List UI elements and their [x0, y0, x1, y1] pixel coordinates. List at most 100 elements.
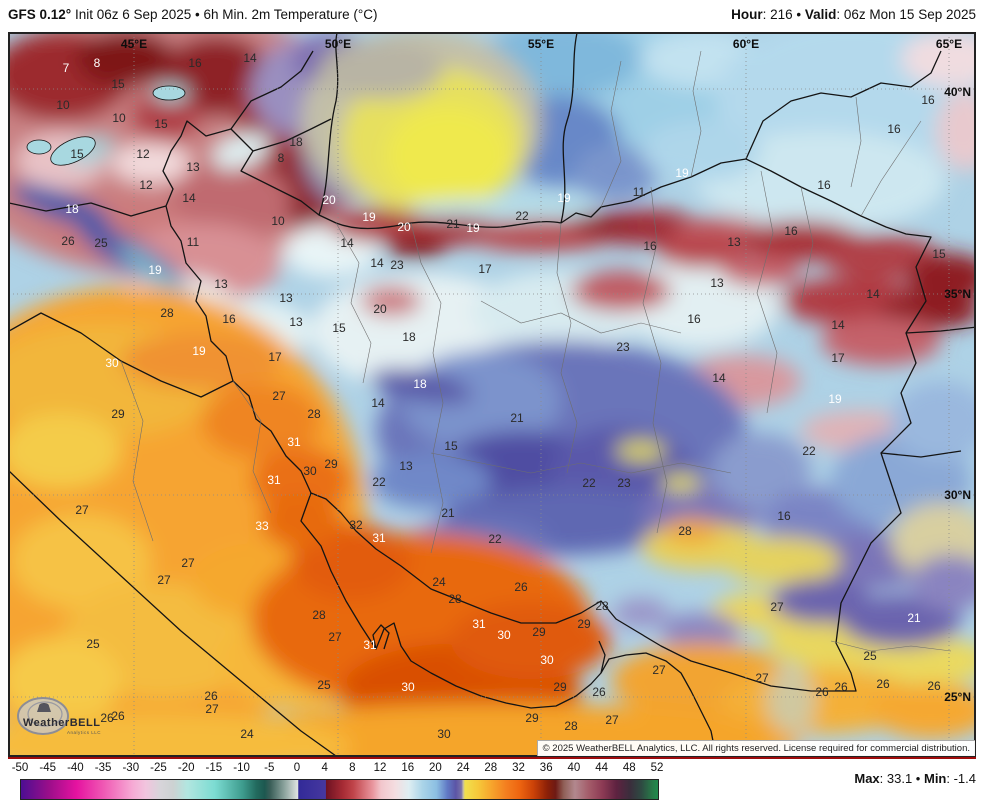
temp-label: 18: [402, 330, 416, 344]
temp-label: 29: [111, 407, 125, 421]
temp-label: 27: [157, 573, 171, 587]
colorbar-tick: 36: [539, 762, 553, 774]
temp-label: 19: [362, 210, 376, 224]
text-segment: Max: [854, 771, 880, 786]
field-blob: [251, 448, 351, 514]
temp-label: 17: [268, 350, 282, 364]
temp-label: 31: [363, 638, 377, 652]
temp-label: 17: [831, 351, 845, 365]
temp-label: 29: [577, 617, 591, 631]
temp-label: 30: [437, 727, 451, 741]
temp-label: 25: [94, 236, 108, 250]
temp-label: 18: [413, 377, 427, 391]
logo-subtext: Analytics LLC: [67, 730, 101, 735]
temp-label: 32: [349, 518, 363, 532]
field-blob: [821, 317, 941, 365]
field-blob: [406, 199, 596, 219]
colorbar-tick: 44: [595, 762, 608, 774]
temp-label: 31: [372, 531, 386, 545]
field-blob: [386, 240, 446, 258]
map-title: GFS 0.12° Init 06z 6 Sep 2025 • 6h Min. …: [8, 7, 377, 22]
field-blob: [361, 286, 421, 316]
temp-label: 21: [441, 506, 455, 520]
colorbar-scale-labels: -50 -45 -40 -35 -30 -25 -20 -15 -10 -5 0 4 8 12 16 20 24…: [12, 762, 664, 777]
temp-label: 30: [540, 653, 554, 667]
temp-label: 26: [876, 677, 890, 691]
temp-label: 31: [287, 435, 301, 449]
temp-label: 22: [802, 444, 816, 458]
temp-label: 28: [307, 407, 321, 421]
temp-label: 24: [240, 727, 254, 741]
temp-label: 14: [370, 256, 384, 270]
temp-label: 27: [272, 389, 286, 403]
field-blob: [212, 132, 270, 170]
temp-label: 26: [514, 580, 528, 594]
field-blob: [721, 256, 801, 286]
field-blob: [711, 433, 811, 509]
field-blob: [571, 214, 631, 232]
temp-label: 15: [444, 439, 458, 453]
colorbar-tick: 24: [456, 762, 470, 774]
temp-label: 13: [289, 315, 303, 329]
colorbar-tick: -15: [205, 762, 223, 774]
temp-label: 33: [255, 519, 269, 533]
colorbar-tick: 32: [512, 762, 525, 774]
temp-label: 18: [289, 135, 303, 149]
colorbar-tick: -30: [122, 762, 140, 774]
temp-label: 10: [112, 111, 126, 125]
temp-label: 15: [332, 321, 346, 335]
temp-label: 16: [188, 56, 202, 70]
colorbar-tick: -10: [233, 762, 250, 774]
temp-label: 16: [687, 312, 701, 326]
temp-label: 8: [94, 56, 101, 70]
temp-label: 30: [105, 356, 119, 370]
text-segment: GFS 0.12°: [8, 7, 72, 22]
logo-bell-icon: [37, 703, 51, 712]
temp-label: 28: [160, 306, 174, 320]
temp-label: 29: [553, 680, 567, 694]
temp-label: 14: [712, 371, 726, 385]
temp-label: 20: [373, 302, 387, 316]
colorbar-tick: -45: [39, 762, 56, 774]
temp-label: 16: [817, 178, 831, 192]
field-blob: [76, 33, 176, 87]
temp-label: 12: [139, 178, 153, 192]
temp-label: 14: [340, 236, 354, 250]
field-blob: [936, 91, 975, 171]
latitude-label: 30°N: [944, 488, 971, 502]
temp-label: 26: [927, 679, 941, 693]
colorbar-tick: 16: [401, 762, 415, 774]
field-blob: [661, 474, 701, 492]
temp-label: 25: [863, 649, 877, 663]
temp-label: 14: [243, 51, 257, 65]
colorbar-tick: -25: [150, 762, 167, 774]
temp-label: 19: [192, 344, 206, 358]
field-blob: [766, 668, 816, 734]
temp-label: 28: [678, 524, 692, 538]
field-blob: [111, 143, 191, 183]
field-blob: [663, 518, 719, 544]
colorbar-tick: -40: [67, 762, 84, 774]
text-segment: : 33.1 •: [879, 771, 924, 786]
temp-label: 17: [478, 262, 492, 276]
temp-label: 15: [70, 147, 84, 161]
temp-label: 26: [592, 685, 606, 699]
header-bar: GFS 0.12° Init 06z 6 Sep 2025 • 6h Min. …: [0, 0, 984, 30]
temp-label: 20: [322, 193, 336, 207]
temp-label: 23: [616, 340, 630, 354]
temp-label: 16: [784, 224, 798, 238]
text-segment: : -1.4: [946, 771, 976, 786]
temp-label: 27: [755, 671, 769, 685]
colorbar-tick: 52: [650, 762, 664, 774]
temp-label: 13: [279, 291, 293, 305]
temp-label: 13: [186, 160, 200, 174]
temp-label: 27: [181, 556, 195, 570]
temp-label: 15: [154, 117, 168, 131]
divider-rule: [8, 757, 976, 759]
latitude-label: 40°N: [944, 85, 971, 99]
temp-label: 14: [371, 396, 385, 410]
colorbar: [20, 779, 659, 800]
temp-label: 23: [390, 258, 404, 272]
temp-label: 13: [710, 276, 724, 290]
